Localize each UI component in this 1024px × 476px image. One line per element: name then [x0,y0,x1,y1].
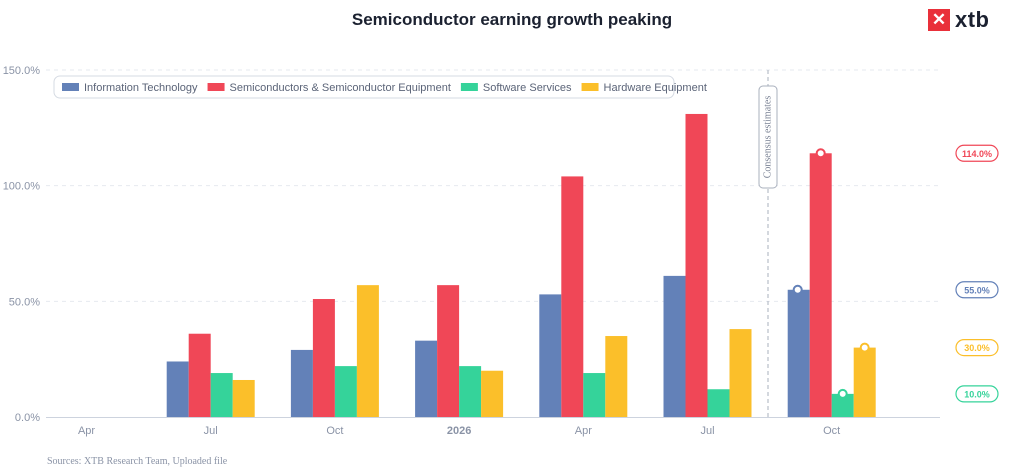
legend-label: Information Technology [84,82,198,94]
y-tick-label: 50.0% [9,296,40,308]
bar [459,366,482,417]
x-tick-label: Oct [326,425,343,437]
bar [334,366,357,417]
bar [707,389,730,417]
x-tick-label: Jul [204,425,218,437]
bar [787,289,810,417]
legend-item[interactable]: Software Services [460,82,572,94]
forecast-marker [859,342,870,353]
x-tick-label: 2026 [447,425,471,437]
forecast-divider: Consensus estimates [758,70,778,417]
legend-label: Hardware Equipment [604,82,707,94]
annotation-box: Consensus estimates [758,85,778,189]
legend-item[interactable]: Information Technology [62,82,198,94]
end-value-label: 55.0% [955,281,999,299]
bar [685,113,708,417]
end-label-pill [955,281,999,299]
end-label-text: 55.0% [964,285,990,295]
bar [437,285,460,417]
legend-swatch [207,83,225,91]
legend-swatch [460,83,478,91]
brand-name: xtb [955,7,990,32]
bar [831,393,854,417]
brand-logo: ✕ xtb [928,7,990,33]
end-value-label: 10.0% [955,385,999,403]
y-axis-ticks: 0.0% 50.0% 100.0% 150.0% [3,65,41,424]
x-tick-label: Apr [78,425,95,437]
bar [605,336,628,417]
y-tick-label: 150.0% [3,65,41,77]
legend-label: Semiconductors & Semiconductor Equipment [230,82,451,94]
x-axis-ticks: Apr Jul Oct 2026 Apr Jul Oct [78,425,840,437]
bar [729,329,752,417]
x-tick-label: Jul [700,425,714,437]
bar [481,370,504,417]
gridlines [46,69,940,302]
legend-label: Software Services [483,82,572,94]
end-value-label: 30.0% [955,339,999,357]
end-value-label: 114.0% [955,144,999,162]
bar [561,176,584,417]
bar [188,333,211,417]
source-note: Sources: XTB Research Team, Uploaded fil… [47,456,228,467]
legend-frame [53,75,675,99]
bar [356,285,379,417]
bar [583,373,606,417]
legend-item[interactable]: Semiconductors & Semiconductor Equipment [207,82,451,94]
end-label-pill [955,339,999,357]
bar [539,294,562,417]
y-tick-label: 0.0% [15,412,40,424]
forecast-marker [815,148,826,159]
legend-item[interactable]: Hardware Equipment [581,82,707,94]
bar [415,340,438,417]
annotation-text: Consensus estimates [763,96,774,179]
end-label-text: 30.0% [964,343,990,353]
end-label-text: 10.0% [964,389,990,399]
bar [290,349,313,417]
end-value-labels: 114.0% 55.0% 30.0% 10.0% [955,144,999,403]
y-tick-label: 100.0% [3,181,41,193]
bar [853,347,876,417]
bar [210,373,233,417]
x-tick-label: Oct [823,425,840,437]
legend[interactable]: Information Technology Semiconductors & S… [53,75,707,99]
forecast-marker [792,284,803,295]
bar [312,299,335,417]
legend-swatch [581,83,599,91]
end-label-pill [955,144,999,162]
bar [166,361,189,417]
x-tick-label: Apr [575,425,592,437]
forecast-marker [837,388,848,399]
bar [663,275,686,417]
end-label-pill [955,385,999,403]
xtb-logo-icon: ✕ [928,9,950,31]
bar [809,153,832,417]
bars [166,113,876,417]
legend-swatch [62,83,79,91]
end-label-text: 114.0% [962,149,992,159]
chart-title: Semiconductor earning growth peaking [351,10,673,29]
bar [232,379,255,417]
annotation-frame [758,85,778,189]
